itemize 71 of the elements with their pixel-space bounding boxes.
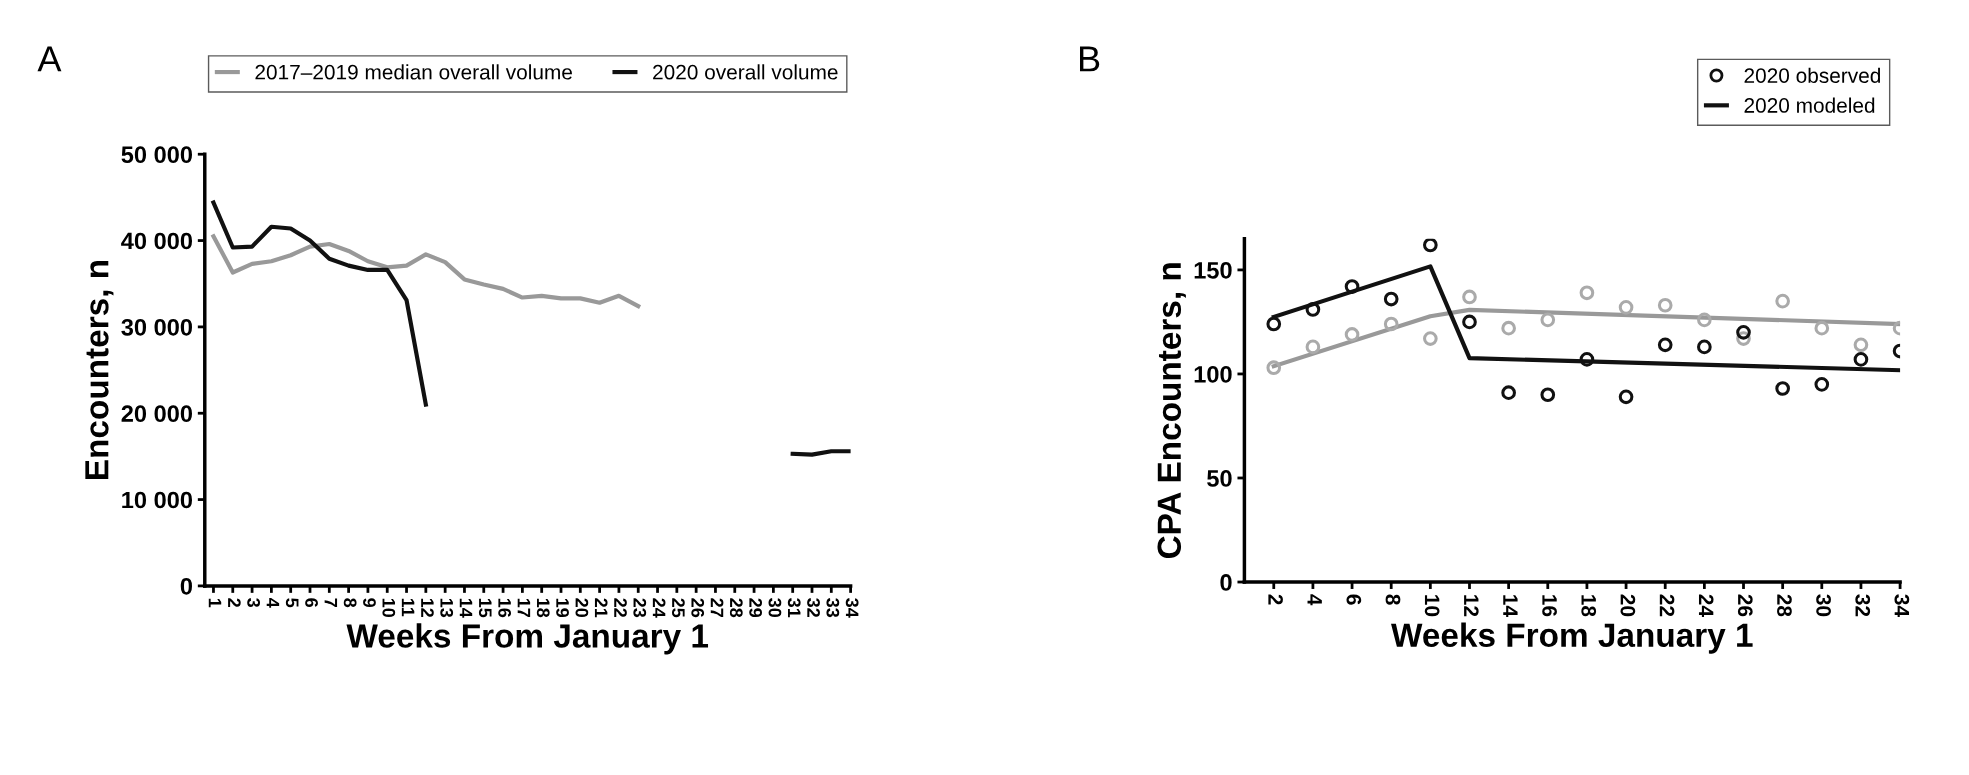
- x-tick-label: 6: [305, 598, 318, 608]
- legend-label: 2020 overall volume: [653, 64, 838, 80]
- y-tick-label: 20 000: [121, 405, 193, 423]
- y-tick-label: 30 000: [121, 318, 193, 336]
- x-tick-label: 1: [208, 598, 222, 608]
- y-tick-label: 10 000: [122, 491, 193, 509]
- x-tick-label: 30: [1816, 594, 1831, 617]
- x-tick-label: 7: [324, 598, 338, 607]
- x-tick-label: 25: [671, 598, 685, 618]
- x-tick-label: 2: [228, 598, 241, 608]
- x-tick-label: 21: [594, 598, 608, 618]
- x-tick-label: 31: [787, 598, 801, 618]
- x-tick-label: 12: [421, 598, 434, 618]
- x-tick-label: 27: [710, 598, 724, 617]
- x-tick-label: 4: [1307, 594, 1322, 606]
- y-tick-label: 0: [1220, 574, 1232, 591]
- x-tick-label: 24: [652, 598, 666, 618]
- x-tick-label: 32: [1855, 594, 1871, 617]
- x-tick-label: 18: [1581, 595, 1597, 617]
- x-tick-label: 22: [614, 598, 627, 618]
- x-tick-label: 18: [536, 598, 550, 618]
- x-tick-label: 11: [401, 598, 415, 617]
- x-tick-label: 16: [498, 598, 512, 618]
- y-tick-label: 0: [180, 577, 192, 595]
- x-tick-label: 10: [382, 598, 396, 618]
- x-tick-label: 20: [1620, 594, 1636, 617]
- x-tick-label: 16: [1542, 595, 1557, 617]
- x-axis-title: Weeks From January 1: [1391, 622, 1753, 654]
- y-axis-title: Encounters, n: [85, 260, 114, 479]
- x-tick-label: 4: [266, 597, 280, 608]
- x-tick-label: 30: [768, 598, 782, 618]
- x-tick-label: 14: [1503, 595, 1518, 617]
- x-tick-label: 26: [1737, 594, 1753, 617]
- y-tick-label: 50 000: [121, 146, 193, 164]
- x-tick-label: 24: [1698, 594, 1714, 617]
- x-tick-label: 9: [363, 598, 376, 608]
- x-tick-label: 8: [1385, 594, 1401, 605]
- x-tick-label: 10: [1424, 595, 1440, 617]
- y-axis-title: CPA Encounters, n: [1157, 263, 1186, 559]
- x-tick-label: 29: [749, 598, 763, 618]
- chart-title: B: [1080, 46, 1100, 72]
- x-tick-label: 28: [1777, 594, 1792, 617]
- legend-label: 2020 observed: [1744, 67, 1880, 83]
- x-tick-label: 5: [285, 598, 299, 608]
- x-axis-title: Weeks From January 1: [346, 623, 709, 655]
- legend-label: 2020 modeled: [1744, 97, 1875, 113]
- x-tick-label: 26: [691, 598, 705, 618]
- y-tick-label: 40 000: [121, 232, 193, 250]
- x-tick-label: 34: [845, 598, 859, 618]
- chart-title: A: [37, 46, 62, 72]
- x-tick-label: 13: [440, 598, 454, 618]
- x-tick-label: 6: [1346, 594, 1362, 605]
- x-tick-label: 23: [633, 598, 647, 618]
- x-tick-label: 34: [1894, 594, 1910, 617]
- x-tick-label: 33: [826, 598, 840, 618]
- y-tick-label: 50: [1207, 470, 1232, 487]
- x-tick-label: 19: [556, 598, 569, 618]
- legend-label: 2017–2019 median overall volume: [255, 64, 572, 80]
- x-tick-label: 32: [807, 598, 820, 618]
- x-tick-label: 15: [478, 598, 492, 618]
- x-tick-label: 17: [517, 598, 531, 617]
- x-tick-label: 2: [1268, 594, 1283, 605]
- y-tick-label: 100: [1194, 366, 1232, 383]
- x-tick-label: 28: [729, 598, 743, 618]
- y-tick-label: 150: [1194, 261, 1232, 279]
- x-tick-label: 20: [575, 598, 589, 618]
- x-tick-label: 3: [247, 598, 261, 608]
- x-tick-label: 22: [1659, 594, 1675, 617]
- x-tick-label: 14: [459, 598, 473, 618]
- x-tick-label: 12: [1464, 595, 1479, 617]
- x-tick-label: 8: [343, 598, 357, 608]
